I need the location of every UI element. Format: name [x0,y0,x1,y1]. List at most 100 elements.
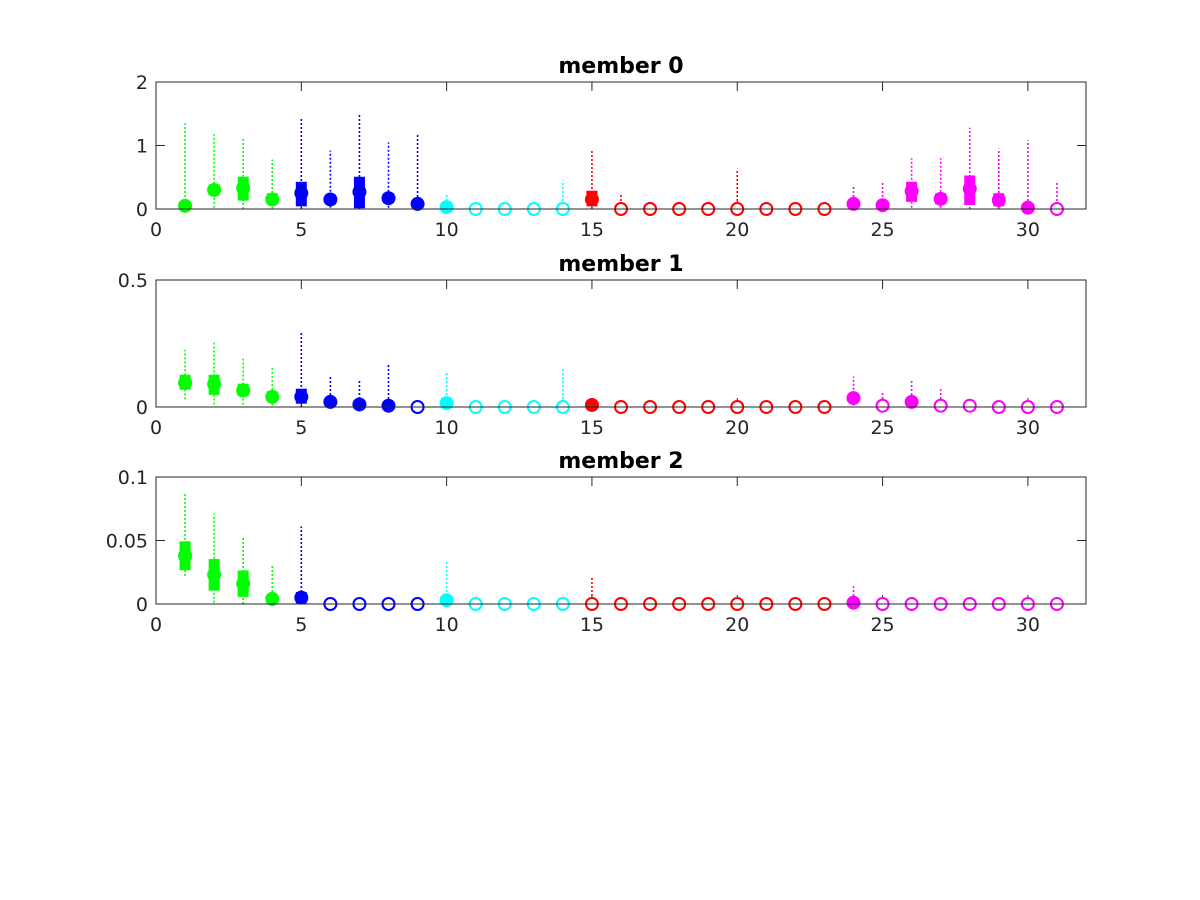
median-marker [933,398,948,413]
box-item [294,118,309,209]
box-item [410,134,425,211]
x-tick-label: 30 [1016,614,1040,636]
median-marker [846,391,861,406]
ticks-group: 0 5 10 15 20 25 30 0 0.5 [118,270,1086,439]
box-item [933,389,948,413]
y-tick-label: 0.1 [118,467,148,489]
box-item [236,537,251,604]
box-item [323,376,338,409]
subplot-member-1: member 1 0 5 10 15 20 25 30 0 0.5 [118,252,1087,439]
y-tick-label: 0 [136,199,148,221]
box-item [991,148,1006,209]
y-tick-label: 0 [136,594,148,616]
median-marker [236,383,251,398]
box-item [236,139,251,209]
box-item [323,150,338,208]
median-marker [439,593,454,608]
median-marker [323,192,338,207]
x-tick-label: 15 [580,417,604,439]
median-marker [265,389,280,404]
median-marker [178,198,193,213]
median-marker [381,398,396,413]
median-marker [178,375,193,390]
box-item [875,182,890,213]
box-item [439,193,454,215]
x-tick-label: 20 [725,219,749,241]
subplot-member-0: member 0 0 5 10 15 20 25 30 0 1 2 [136,54,1087,241]
median-marker [294,389,309,404]
x-tick-label: 0 [150,219,162,241]
median-marker [439,200,454,215]
subplot-member-2: member 2 0 5 10 15 20 25 30 0 0.05 0.1 [106,449,1087,636]
box-item [904,380,919,409]
median-marker [933,191,948,206]
box-item [846,186,861,211]
y-tick-label: 0 [136,397,148,419]
median-marker [584,397,599,412]
box-item [265,565,280,606]
median-marker [904,394,919,409]
box-item [265,159,280,209]
box-item [962,398,977,413]
box-item [875,393,890,413]
box-item [468,399,483,414]
median-marker [584,192,599,207]
median-marker [265,192,280,207]
y-tick-label: 2 [136,72,148,94]
axes-frame [155,476,1087,605]
median-marker [178,548,193,563]
box-item [207,513,222,603]
box-item [933,158,948,208]
median-marker [962,398,977,413]
median-marker [265,591,280,606]
median-marker [236,576,251,591]
box-item [584,397,599,412]
x-tick-label: 30 [1016,219,1040,241]
median-marker [207,377,222,392]
median-marker [875,198,890,213]
median-marker [352,397,367,412]
box-item [207,134,222,208]
median-marker [962,181,977,196]
box-item [1020,140,1035,215]
axes-frame [155,279,1087,408]
box-item [439,560,454,608]
x-tick-label: 25 [870,219,894,241]
ticks-group: 0 5 10 15 20 25 30 0 1 2 [136,72,1086,241]
axes-frame [155,81,1087,210]
y-tick-label: 1 [136,136,148,158]
box-item [846,376,861,406]
box-item [294,332,309,407]
box-item [207,340,222,405]
median-marker [439,396,454,411]
x-tick-label: 20 [725,417,749,439]
x-tick-label: 15 [580,614,604,636]
median-marker [207,182,222,197]
median-marker [846,595,861,610]
box-item [265,367,280,406]
median-marker [294,186,309,201]
x-tick-label: 5 [295,614,307,636]
x-tick-label: 0 [150,614,162,636]
median-marker [904,184,919,199]
box-item [178,493,193,577]
x-tick-label: 25 [870,417,894,439]
box-item [236,358,251,405]
box-item [962,127,977,209]
x-tick-label: 0 [150,417,162,439]
x-tick-label: 15 [580,219,604,241]
boxes-group [178,332,1064,414]
x-tick-label: 25 [870,614,894,636]
box-item [352,115,367,209]
box-item [846,586,861,610]
median-marker [207,567,222,582]
box-item [439,372,454,411]
subplot-title: member 2 [558,449,683,474]
x-tick-label: 30 [1016,417,1040,439]
x-tick-label: 20 [725,614,749,636]
median-marker [236,181,251,196]
y-tick-label: 0.5 [118,270,148,292]
median-marker [323,394,338,409]
median-marker [846,196,861,211]
